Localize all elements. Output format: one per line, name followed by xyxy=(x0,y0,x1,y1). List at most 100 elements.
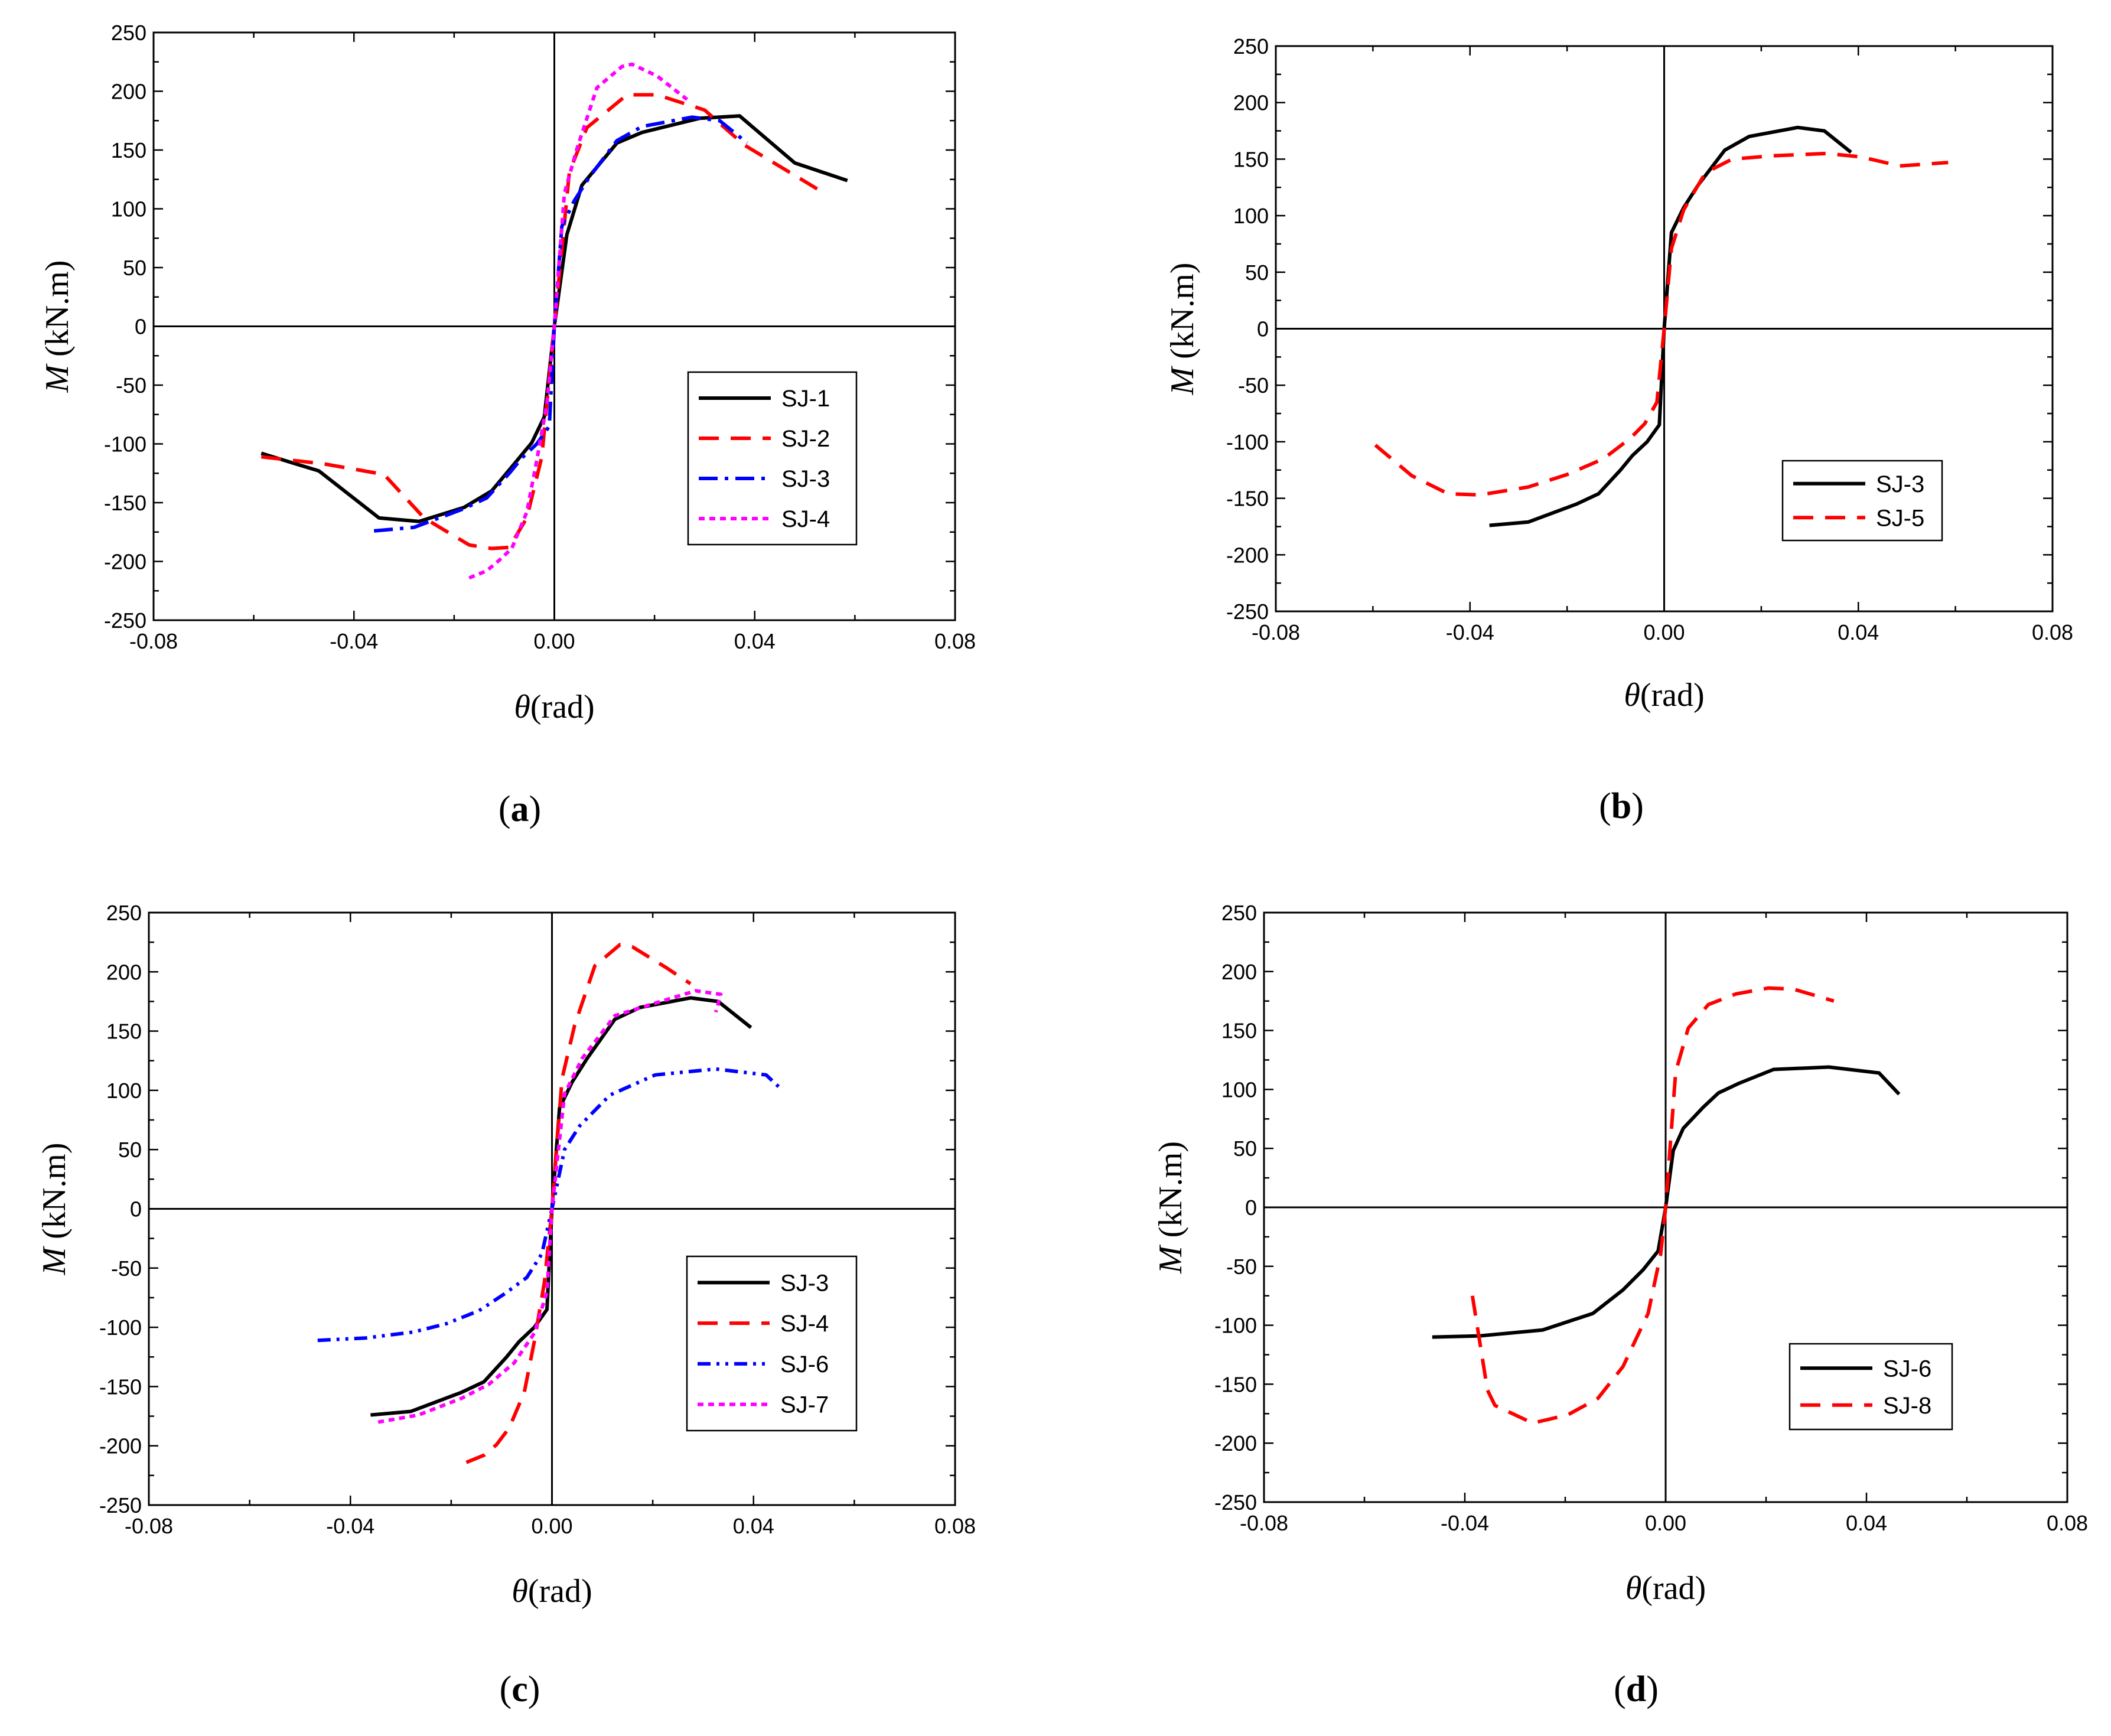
y-tick-label: 100 xyxy=(1221,1077,1257,1102)
x-tick-label: 0.08 xyxy=(2047,1511,2088,1535)
y-tick-label: 150 xyxy=(111,138,146,162)
y-tick-label: -100 xyxy=(1226,430,1269,454)
x-tick-label: 0.04 xyxy=(1838,620,1879,644)
legend: SJ-3 SJ-5 xyxy=(1781,460,1943,542)
y-axis-label: M (kN.m) xyxy=(1164,263,1201,396)
y-tick-label: -100 xyxy=(104,432,146,457)
x-tick-label: 0.00 xyxy=(1645,1511,1686,1535)
panel-label-open: ( xyxy=(499,789,511,829)
y-tick-label: 0 xyxy=(1245,1196,1257,1220)
panel-label: (a) xyxy=(499,789,541,829)
y-tick-label: -100 xyxy=(1214,1314,1257,1338)
x-axis-label: θ(rad) xyxy=(514,689,594,725)
series-line-sj-8 xyxy=(1470,986,1835,1425)
x-axis-label-unit: (rad) xyxy=(530,689,595,725)
y-tick-label: -250 xyxy=(1214,1490,1257,1514)
x-tick-label: 0.00 xyxy=(1643,620,1685,644)
y-tick-label: -50 xyxy=(1226,1255,1257,1279)
x-axis-label-symbol: θ xyxy=(512,1573,528,1610)
panel-label-open: ( xyxy=(500,1669,512,1709)
x-tick-label: 0.00 xyxy=(531,1514,572,1538)
panel-label: (d) xyxy=(1614,1669,1659,1709)
x-tick-label: -0.04 xyxy=(1441,1511,1489,1535)
x-axis-label-unit: (rad) xyxy=(528,1573,592,1610)
y-axis-label: M (kN.m) xyxy=(36,1143,73,1276)
series-line-sj-6 xyxy=(317,1067,780,1343)
y-tick-label: 200 xyxy=(1221,960,1257,984)
x-tick-label: 0.04 xyxy=(1846,1511,1887,1535)
y-tick-label: -50 xyxy=(1238,373,1269,398)
legend-box xyxy=(687,371,858,546)
series-line-sj-5 xyxy=(1374,151,1949,497)
x-tick-label: 0.04 xyxy=(734,629,776,653)
legend-label-sj-5: SJ-5 xyxy=(1876,505,1924,531)
y-tick-label: 250 xyxy=(1221,901,1257,925)
y-tick-label: 200 xyxy=(111,80,146,104)
legend-label-sj-3: SJ-3 xyxy=(780,1270,829,1296)
legend: SJ-6 SJ-8 xyxy=(1789,1343,1953,1431)
x-tick-label: -0.04 xyxy=(326,1514,374,1538)
legend-label-sj-8: SJ-8 xyxy=(1883,1393,1931,1419)
x-tick-label: 0.08 xyxy=(934,1514,976,1538)
y-tick-label: -150 xyxy=(104,491,146,515)
y-tick-label: 150 xyxy=(1221,1019,1257,1043)
y-tick-label: -200 xyxy=(104,550,146,574)
x-axis-label-unit: (rad) xyxy=(1640,677,1705,714)
y-tick-label: 250 xyxy=(106,901,142,925)
y-axis-label-unit: (kN.m) xyxy=(1164,263,1201,367)
panel-label-close: ) xyxy=(1646,1669,1659,1709)
y-axis-label: M (kN.m) xyxy=(39,260,76,393)
legend-label-sj-1: SJ-1 xyxy=(781,386,830,412)
y-tick-label: 250 xyxy=(1233,34,1269,58)
x-axis-label: θ(rad) xyxy=(1624,677,1704,714)
y-tick-label: -250 xyxy=(99,1493,142,1517)
y-tick-label: 150 xyxy=(106,1020,142,1044)
legend: SJ-1 SJ-2 SJ-3 SJ-4 xyxy=(687,371,858,546)
y-tick-label: 150 xyxy=(1233,147,1269,171)
y-tick-label: -200 xyxy=(1226,543,1269,567)
series-line-sj-4 xyxy=(468,62,689,580)
chart-panel-a: -0.08 -0.04 0.00 0.04 0.08 -250 -200 -150 -100 -5… xyxy=(39,21,976,829)
y-tick-label: -100 xyxy=(99,1315,142,1340)
y-axis-label-unit: (kN.m) xyxy=(39,260,76,365)
y-tick-label: -50 xyxy=(111,1256,142,1281)
legend-box xyxy=(1781,460,1943,542)
legend: SJ-3 SJ-4 SJ-6 SJ-7 xyxy=(686,1255,858,1432)
x-axis-label-unit: (rad) xyxy=(1641,1570,1706,1607)
panel-label-letter: c xyxy=(512,1669,528,1709)
x-axis-label: θ(rad) xyxy=(1625,1570,1706,1607)
panel-label: (c) xyxy=(500,1669,540,1709)
legend-label-sj-7: SJ-7 xyxy=(780,1392,829,1418)
y-tick-label: -250 xyxy=(1226,600,1269,624)
legend-label-sj-2: SJ-2 xyxy=(781,426,830,452)
y-tick-label: 50 xyxy=(123,256,146,280)
y-tick-label: 0 xyxy=(1257,317,1269,341)
x-tick-label: -0.08 xyxy=(1252,620,1300,644)
series-line-sj-3 xyxy=(373,115,748,533)
chart-panel-d: -0.08 -0.04 0.00 0.04 0.08 -250 -200 -150 -100 -5… xyxy=(1152,901,2088,1709)
x-tick-label: 0.08 xyxy=(2032,620,2073,644)
legend-label-sj-6: SJ-6 xyxy=(780,1351,829,1377)
y-axis-label-unit: (kN.m) xyxy=(1152,1141,1189,1246)
y-tick-label: -150 xyxy=(1226,487,1269,511)
x-axis-label-symbol: θ xyxy=(1624,677,1640,714)
x-tick-label: 0.04 xyxy=(733,1514,774,1538)
x-tick-label: -0.08 xyxy=(1240,1511,1288,1535)
chart-panel-c: -0.08 -0.04 0.00 0.04 0.08 -250 -200 -150 -100 -5… xyxy=(36,901,976,1709)
legend-label-sj-3: SJ-3 xyxy=(781,466,830,492)
y-tick-label: 50 xyxy=(1233,1136,1257,1161)
panel-label-close: ) xyxy=(529,789,542,829)
y-tick-label: 250 xyxy=(111,21,146,45)
chart-panel-b: -0.08 -0.04 0.00 0.04 0.08 -250 -200 -150 -100 -5… xyxy=(1164,34,2073,826)
series-line-sj-7 xyxy=(377,989,723,1424)
y-axis-label-symbol: M xyxy=(1152,1244,1189,1274)
x-tick-label: -0.08 xyxy=(129,629,178,653)
y-tick-label: 100 xyxy=(106,1079,142,1103)
y-tick-label: 200 xyxy=(106,960,142,984)
legend-label-sj-6: SJ-6 xyxy=(1883,1356,1931,1382)
y-tick-label: -50 xyxy=(116,373,146,398)
panel-label-close: ) xyxy=(1631,786,1644,826)
x-axis-label-symbol: θ xyxy=(1625,1570,1642,1607)
y-tick-label: 0 xyxy=(130,1197,142,1222)
